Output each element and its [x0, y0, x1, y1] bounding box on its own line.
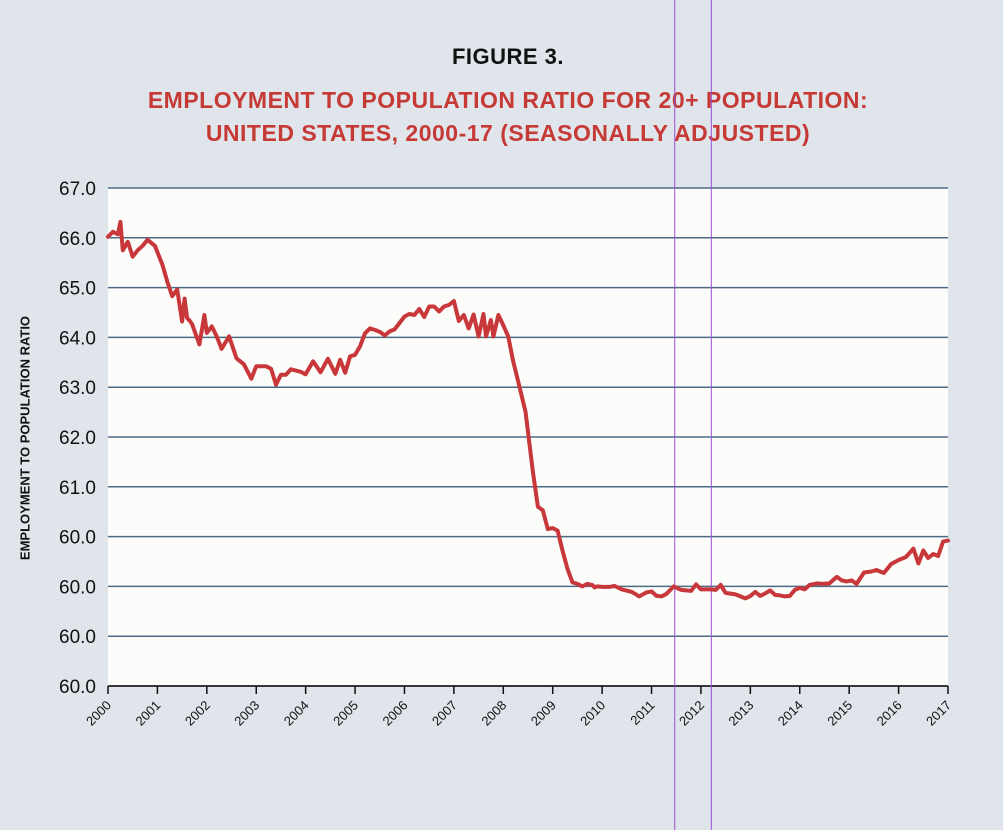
x-tick-label: 2015 [824, 698, 855, 729]
x-tick-label: 2010 [577, 698, 608, 729]
y-tick-label: 62.0 [59, 428, 96, 449]
y-tick-label: 67.0 [59, 179, 96, 200]
y-tick-label: 60.0 [59, 577, 96, 598]
chart-title: EMPLOYMENT TO POPULATION RATIO FOR 20+ P… [0, 84, 1003, 150]
x-tick-label: 2006 [380, 698, 411, 729]
figure-label: FIGURE 3. [451, 44, 565, 69]
y-tick-label: 60.0 [59, 627, 96, 648]
x-tick-label: 2003 [231, 698, 262, 729]
x-tick-label: 2011 [627, 698, 657, 728]
series-layer [106, 219, 950, 601]
y-tick-label: 66.0 [59, 229, 96, 250]
guide-lines [674, 0, 712, 830]
x-tick-label: 2005 [330, 698, 361, 729]
x-tick-label: 2001 [132, 698, 163, 729]
x-tick-label: 2000 [83, 698, 114, 729]
chart-title-line-2: UNITED STATES, 2000-17 (SEASONALLY ADJUS… [205, 120, 811, 146]
y-tick-label: 61.0 [59, 478, 96, 499]
x-tick-label: 2004 [281, 698, 312, 729]
x-tick-label: 2017 [923, 698, 954, 729]
x-tick-label: 2016 [874, 698, 905, 729]
x-tick-label: 2013 [725, 698, 756, 729]
x-tick-label: 2008 [478, 698, 509, 729]
series-line-0 [106, 219, 950, 601]
chart-title-line-1: EMPLOYMENT TO POPULATION RATIO FOR 20+ P… [147, 87, 869, 113]
x-tick-label: 2014 [775, 698, 806, 729]
x-tick-label: 2007 [429, 698, 460, 729]
y-tick-label: 63.0 [59, 378, 96, 399]
y-tick-label: 64.0 [59, 328, 96, 349]
y-tick-label: 65.0 [59, 279, 96, 300]
x-tick-label: 2012 [676, 698, 707, 729]
y-tick-label: 60.0 [59, 528, 96, 549]
x-tick-label: 2002 [182, 698, 213, 729]
x-tick-label: 2009 [528, 698, 559, 729]
y-tick-label: 60.0 [59, 677, 96, 698]
